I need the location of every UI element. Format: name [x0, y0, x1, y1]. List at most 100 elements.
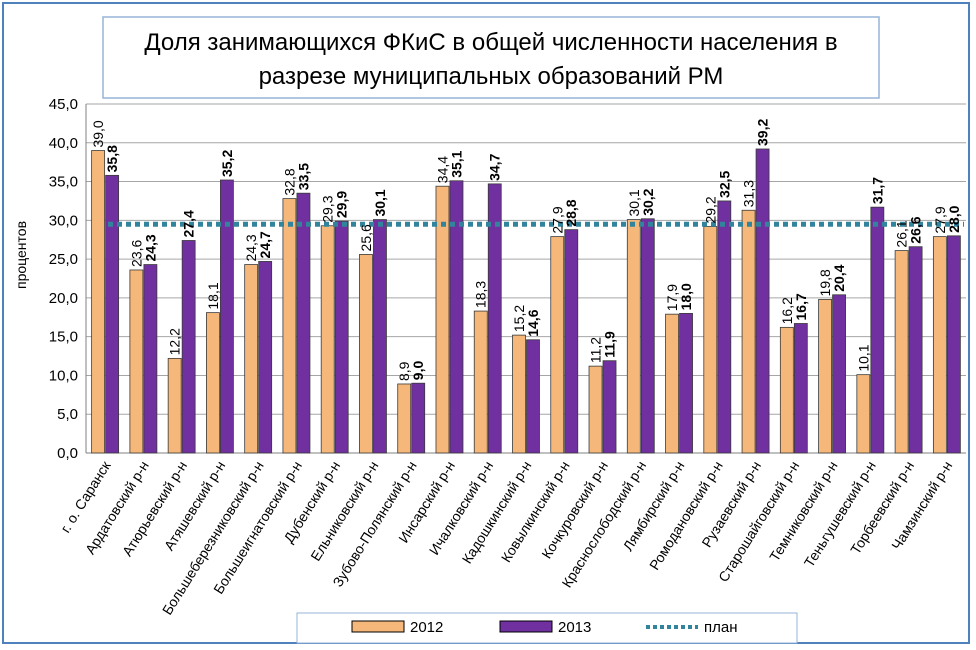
chart-title-line1: Доля занимающихся ФКиС в общей численнос… — [144, 29, 837, 56]
data-label-2013: 33,5 — [295, 163, 311, 190]
data-label-2013: 20,4 — [831, 264, 847, 291]
bar-2012 — [512, 334, 526, 454]
category-label: Темниковский р-н — [766, 458, 840, 564]
bar-2012 — [626, 219, 641, 454]
bar-2013 — [870, 206, 885, 454]
bar-2012 — [779, 326, 794, 454]
data-label-2012: 23,6 — [128, 240, 144, 267]
data-label-2013: 26,6 — [908, 216, 924, 243]
data-label-2012: 16,2 — [779, 297, 795, 324]
data-label-2012: 24,3 — [243, 234, 259, 261]
bar-2013 — [946, 235, 961, 454]
data-label-2013: 30,2 — [640, 188, 656, 215]
data-label-2013: 34,7 — [487, 153, 503, 180]
y-tick-label: 25,0 — [49, 251, 78, 268]
bar-2012 — [435, 185, 450, 454]
legend-label-2012: 2012 — [410, 619, 443, 636]
chart-frame: Доля занимающихся ФКиС в общей численнос… — [2, 2, 970, 644]
data-label-2013: 35,1 — [448, 150, 464, 177]
bar-2013 — [908, 246, 923, 454]
data-label-2013: 9,0 — [410, 361, 426, 381]
y-tick-label: 0,0 — [57, 445, 78, 462]
data-label-2012: 25,6 — [358, 224, 374, 251]
bar-2012 — [932, 236, 947, 454]
bar-2013 — [181, 240, 196, 454]
bar-2013 — [832, 294, 846, 454]
y-tick-label: 35,0 — [49, 174, 78, 191]
y-tick-label: 10,0 — [49, 367, 78, 384]
category-label: Ельниковский р-н — [307, 458, 381, 564]
chart-svg: Доля занимающихся ФКиС в общей численнос… — [13, 16, 966, 644]
y-tick-label: 30,0 — [49, 212, 78, 229]
data-label-2013: 28,8 — [563, 199, 579, 226]
data-label-2012: 11,2 — [588, 337, 604, 363]
data-label-2013: 35,2 — [219, 150, 235, 177]
data-label-2013: 24,7 — [257, 231, 273, 258]
bar-2012 — [588, 365, 603, 454]
bar-2012 — [244, 264, 259, 454]
data-label-2013: 35,8 — [104, 145, 120, 172]
data-label-2012: 29,2 — [702, 196, 718, 223]
bar-2013 — [449, 180, 464, 454]
bar-2012 — [320, 225, 335, 454]
data-label-2012: 8,9 — [396, 361, 412, 381]
y-tick-label: 5,0 — [57, 406, 78, 423]
bar-2013 — [564, 229, 579, 454]
bar-2013 — [679, 312, 693, 454]
bar-2012 — [397, 383, 412, 454]
bar-2012 — [129, 269, 144, 454]
data-label-2012: 18,3 — [473, 281, 489, 308]
legend-label-2013: 2013 — [558, 619, 591, 636]
bar-2013 — [793, 323, 808, 454]
data-label-2013: 39,2 — [755, 119, 771, 146]
data-label-2012: 34,4 — [434, 156, 450, 183]
data-label-2012: 10,1 — [855, 344, 871, 371]
data-label-2012: 27,9 — [932, 206, 948, 233]
bar-2012 — [359, 254, 373, 454]
bar-2012 — [894, 250, 909, 454]
data-label-2013: 30,1 — [372, 189, 388, 216]
data-label-2013: 11,9 — [602, 331, 618, 358]
bars — [91, 148, 961, 454]
bar-2013 — [143, 264, 158, 454]
data-label-2013: 31,7 — [869, 177, 885, 204]
bar-2012 — [550, 236, 565, 454]
data-label-2012: 12,2 — [167, 328, 183, 355]
bar-2013 — [640, 218, 655, 454]
bar-2013 — [334, 220, 349, 454]
bar-2012 — [856, 374, 871, 454]
y-tick-label: 15,0 — [49, 329, 78, 346]
bar-2013 — [296, 192, 311, 454]
data-label-2012: 19,8 — [817, 269, 833, 296]
data-label-2012: 30,1 — [626, 189, 642, 216]
bar-2013 — [411, 382, 426, 454]
bar-2012 — [703, 226, 718, 454]
chart-title-line2: разрезе муниципальных образований РМ — [259, 63, 724, 90]
data-label-2013: 32,5 — [716, 170, 732, 197]
data-label-2012: 29,3 — [320, 195, 336, 222]
data-label-2012: 39,0 — [90, 120, 106, 147]
data-label-2013: 28,0 — [946, 205, 962, 232]
y-tick-labels: 0,0 5,0 10,0 15,0 20,0 25,0 30,0 35,0 40,0 45,0 — [49, 96, 78, 462]
data-label-2012: 18,1 — [205, 282, 221, 309]
bar-2012 — [665, 313, 679, 454]
category-label: Теньгушевский р-н — [801, 458, 879, 570]
bar-2013 — [105, 174, 120, 454]
bar-2013 — [526, 339, 540, 454]
data-labels: 39,035,823,624,312,227,418,135,224,324,7… — [90, 119, 962, 381]
bar-2012 — [282, 198, 297, 454]
data-label-2012: 15,2 — [511, 305, 527, 332]
bar-2013 — [220, 179, 234, 454]
bar-2013 — [717, 200, 732, 454]
category-label: Ковылкинский р-н — [498, 458, 573, 565]
legend-swatch-2013 — [499, 620, 553, 633]
bar-2012 — [741, 209, 756, 454]
data-label-2013: 18,0 — [678, 283, 694, 310]
data-label-2013: 24,3 — [142, 234, 158, 261]
data-label-2012: 26,1 — [894, 220, 910, 247]
bar-2013 — [373, 219, 387, 454]
data-label-2012: 17,9 — [664, 284, 680, 311]
data-label-2013: 14,6 — [525, 309, 541, 336]
bar-2012 — [91, 150, 106, 454]
